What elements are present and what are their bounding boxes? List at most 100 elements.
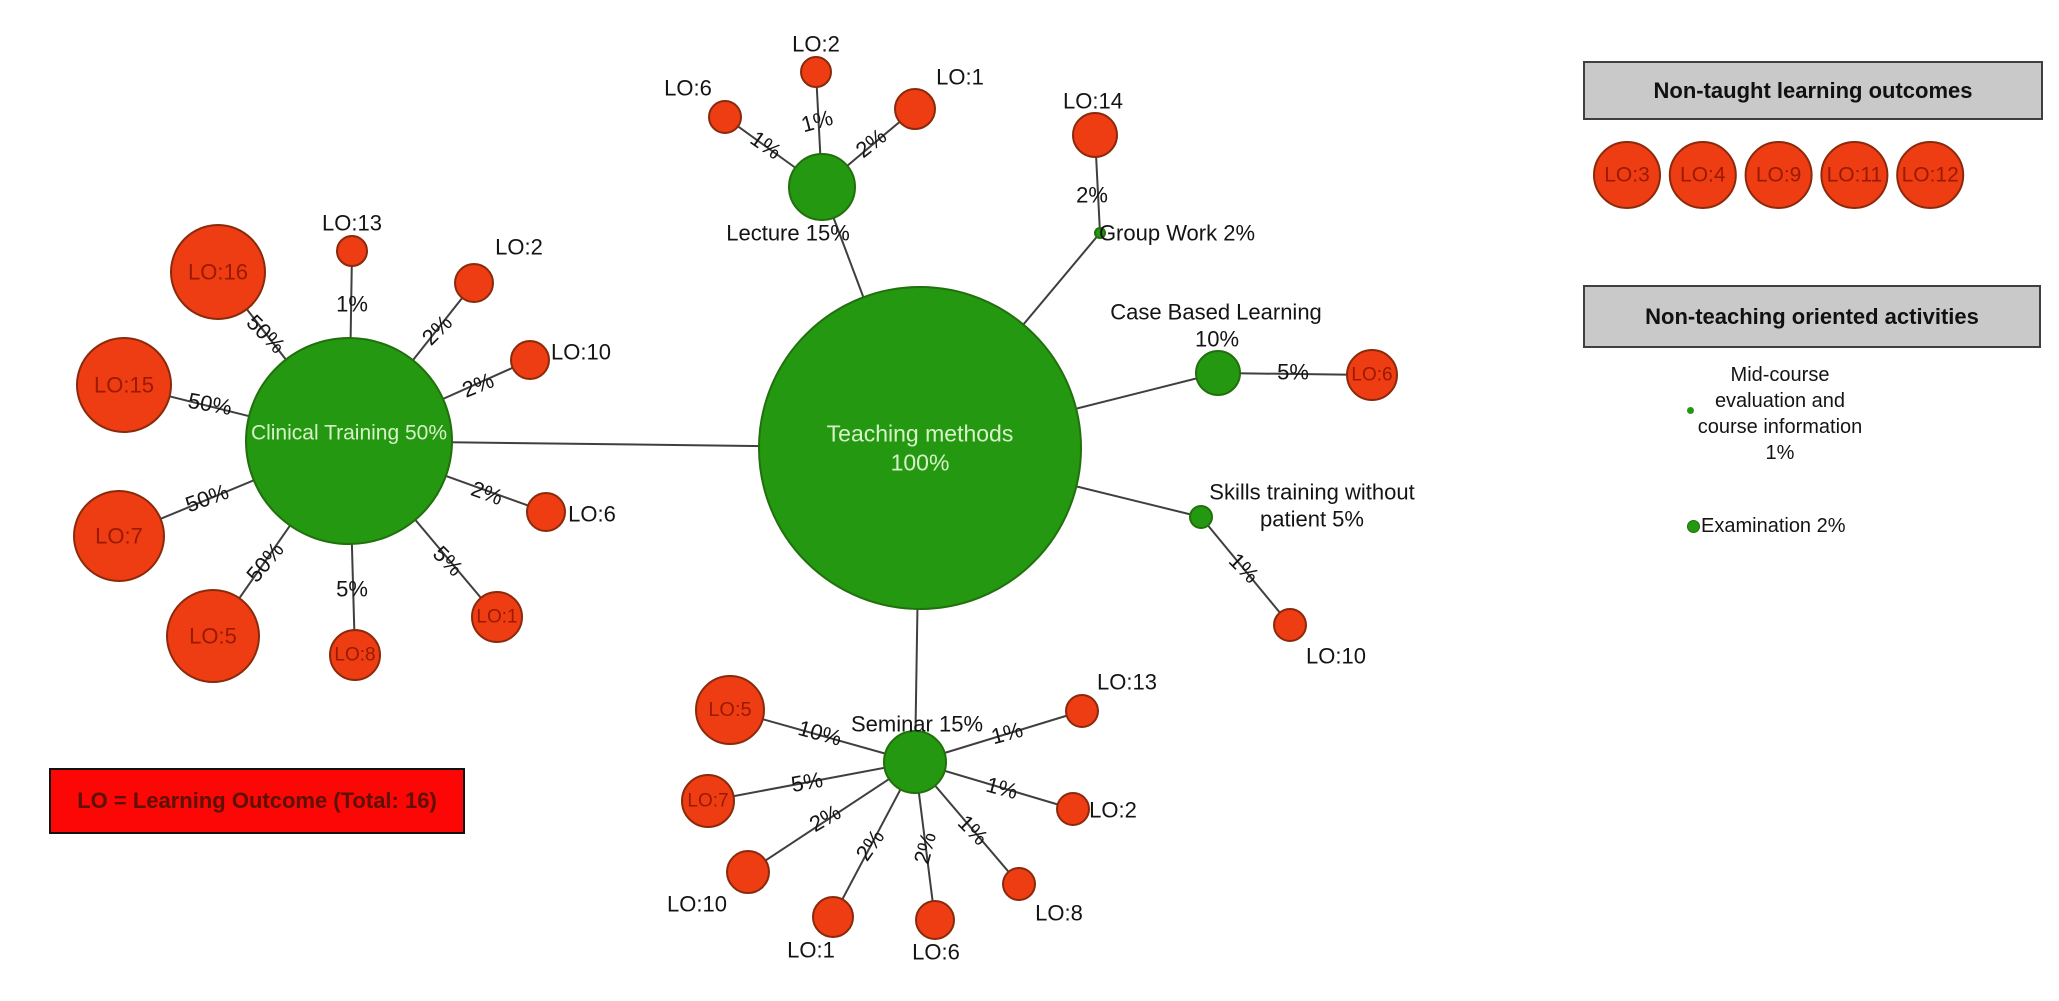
outcome-node-sem_lo1 (812, 896, 854, 938)
activity-node-teaching-label: Teaching methods (827, 421, 1014, 447)
outcome-node-clin_lo5 (166, 589, 260, 683)
outcome-node-clin_lo15 (76, 337, 172, 433)
outcome-node-lect_lo6 (708, 100, 742, 134)
text-sem_lo6_label: LO:6 (912, 940, 960, 965)
legend-outcome-LO-4-label: LO:4 (1680, 164, 1726, 187)
edge-label-cbl-cbl_lo6: 5% (1277, 360, 1309, 385)
legend-outcome-LO-9-label: LO:9 (1756, 164, 1802, 187)
outcome-node-clin_lo8 (329, 629, 381, 681)
text-cbl_label_line2: 10% (1195, 327, 1239, 352)
outcome-node-clin_lo16-label: LO:16 (188, 260, 248, 285)
legend-non-taught-header: Non-taught learning outcomes (1583, 61, 2043, 120)
outcome-node-clin_lo1 (471, 591, 523, 643)
edge-skills-sk_lo10 (1200, 516, 1291, 626)
outcome-node-cbl_lo6-label: LO:6 (1351, 365, 1392, 386)
text-gw_lo14_label: LO:14 (1063, 89, 1123, 114)
legend-outcome-LO-3-label: LO:3 (1604, 164, 1650, 187)
legend-outcome-LO-12-label: LO:12 (1902, 164, 1959, 187)
edge-label-clinical-clin_lo7: 50% (182, 479, 232, 518)
activity-node-groupwork (1094, 227, 1106, 239)
mid-course-line-1: Mid-course (1730, 364, 1830, 386)
activity-node-cbl (1195, 350, 1241, 396)
mid-course-line-4: 1% (1765, 442, 1795, 464)
edge-label-clinical-clin_lo5: 50% (241, 537, 288, 587)
activity-node-skills (1189, 505, 1213, 529)
edge-label-seminar-sem_lo7: 5% (789, 767, 825, 797)
outcome-node-clin_lo15-label: LO:15 (94, 373, 154, 398)
edge-label-seminar-sem_lo6: 2% (909, 829, 941, 866)
activity-node-lecture (788, 153, 856, 221)
text-sem_lo1_label: LO:1 (787, 938, 835, 963)
activity-node-clinical (245, 337, 453, 545)
examination-label: Examination 2% (1701, 515, 1846, 537)
outcome-node-clin_lo13 (336, 235, 368, 267)
text-sk_lo10_label: LO:10 (1306, 644, 1366, 669)
edge-label-seminar-sem_lo1: 2% (851, 825, 890, 865)
text-lect_lo6_label: LO:6 (664, 76, 712, 101)
activity-node-clinical-label: Clinical Training 50% (251, 422, 447, 445)
outcome-node-clin_lo8-label: LO:8 (334, 645, 375, 666)
lo-note-box: LO = Learning Outcome (Total: 16) (49, 768, 465, 834)
text-clin_lo2_label: LO:2 (495, 235, 543, 260)
examination-label-row: Examination 2% (1687, 515, 1846, 538)
text-clin_lo10_label: LO:10 (551, 340, 611, 365)
legend-outcome-LO-9 (1744, 141, 1813, 209)
examination-dot-icon (1687, 520, 1700, 533)
edge-label-skills-sk_lo10: 1% (1224, 548, 1264, 588)
text-cbl_label_line1: Case Based Learning (1110, 300, 1322, 325)
edge-label-groupwork-gw_lo14: 2% (1076, 183, 1108, 208)
legend-outcome-LO-3 (1593, 141, 1661, 209)
edge-label-clinical-clin_lo2: 2% (417, 310, 457, 350)
outcome-node-clin_lo6 (526, 492, 566, 532)
mid-course-evaluation-label: Mid-course evaluation and course informa… (1660, 362, 1900, 466)
text-seminar_label: Seminar 15% (851, 712, 983, 737)
outcome-node-sem_lo10 (726, 850, 770, 894)
legend-outcome-LO-11-label: LO:11 (1827, 164, 1883, 187)
text-sem_lo10_label: LO:10 (667, 892, 727, 917)
outcome-node-sem_lo8 (1002, 867, 1036, 901)
edge-label-clinical-clin_lo8: 5% (336, 577, 368, 602)
outcome-node-gw_lo14 (1072, 112, 1118, 158)
outcome-node-sk_lo10 (1273, 608, 1307, 642)
outcome-node-clin_lo1-label: LO:1 (476, 607, 517, 628)
outcome-node-sem_lo5 (695, 675, 765, 745)
outcome-node-sem_lo13 (1065, 694, 1099, 728)
text-lect_lo1_label: LO:1 (936, 65, 984, 90)
outcome-node-cbl_lo6 (1346, 349, 1398, 401)
edge-label-lecture-lect_lo6: 1% (746, 126, 786, 165)
mid-course-line-3: course information (1697, 416, 1863, 438)
text-sem_lo2_label: LO:2 (1089, 798, 1137, 823)
outcome-node-clin_lo7-label: LO:7 (95, 524, 143, 549)
text-skills_label_line1: Skills training without (1209, 480, 1414, 505)
text-sem_lo13_label: LO:13 (1097, 670, 1157, 695)
text-lect_lo2_label: LO:2 (792, 32, 840, 57)
outcome-node-sem_lo6 (915, 900, 955, 940)
activity-node-teaching-label: 100% (891, 450, 950, 476)
text-groupwork_label: Group Work 2% (1099, 221, 1255, 246)
text-clin_lo6_label: LO:6 (568, 502, 616, 527)
outcome-node-lect_lo2 (800, 56, 832, 88)
outcome-node-clin_lo7 (73, 490, 165, 582)
activity-node-teaching (758, 286, 1082, 610)
outcome-node-clin_lo5-label: LO:5 (189, 624, 237, 649)
edge-label-clinical-clin_lo6: 2% (468, 476, 506, 510)
activity-node-seminar (883, 730, 947, 794)
legend-outcome-LO-4 (1668, 141, 1737, 209)
text-sem_lo8_label: LO:8 (1035, 901, 1083, 926)
outcome-node-clin_lo2 (454, 263, 494, 303)
outcome-node-sem_lo2 (1056, 792, 1090, 826)
text-lecture_label: Lecture 15% (726, 221, 850, 246)
text-skills_label_line2: patient 5% (1260, 507, 1364, 532)
edge-label-seminar-sem_lo13: 1% (988, 717, 1025, 749)
edge-seminar-sem_lo7 (707, 761, 916, 802)
outcome-node-lect_lo1 (894, 88, 936, 130)
outcome-node-sem_lo7-label: LO:7 (687, 791, 728, 812)
edge-label-seminar-sem_lo8: 1% (953, 810, 993, 850)
text-clin_lo13_label: LO:13 (322, 211, 382, 236)
edge-label-clinical-clin_lo16: 50% (242, 310, 291, 359)
legend-outcome-LO-12 (1896, 141, 1965, 209)
edge-label-seminar-sem_lo2: 1% (983, 772, 1020, 804)
edge-label-seminar-sem_lo5: 10% (795, 715, 844, 751)
